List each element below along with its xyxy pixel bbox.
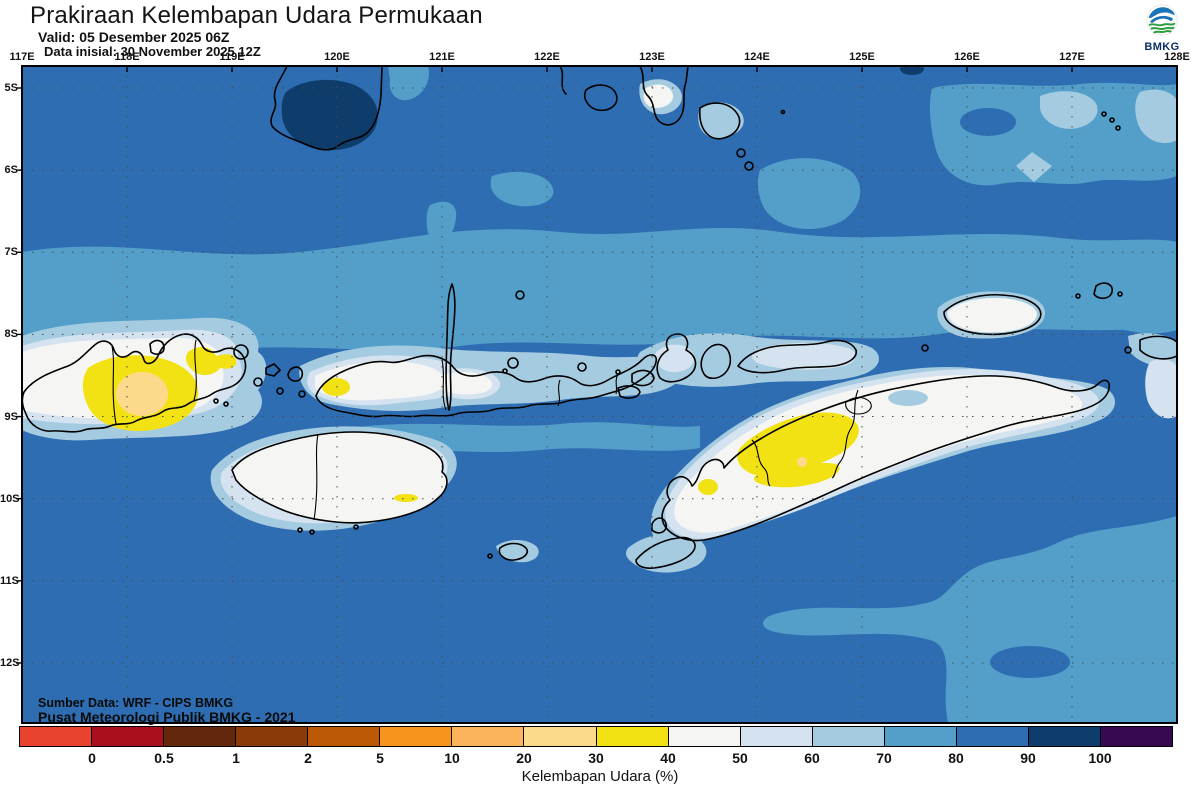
lon-axis-label: 127E: [1059, 51, 1085, 63]
lat-axis-label: 12S: [0, 657, 20, 669]
colorbar-cell: [451, 727, 524, 746]
bmkg-logo-icon: [1146, 4, 1178, 36]
humidity-20-30-layer: [116, 372, 807, 467]
colorbar-tick-label: 0: [88, 750, 96, 766]
lat-axis-label: 11S: [0, 575, 19, 587]
init-time-label: Data inisial: 30 November 2025 12Z: [44, 44, 261, 59]
colorbar-tick-label: 50: [732, 750, 748, 766]
colorbar-tick-label: 60: [804, 750, 820, 766]
colorbar-tick-label: 20: [516, 750, 532, 766]
colorbar-cell: [1099, 727, 1172, 746]
colorbar-tick-label: 70: [876, 750, 892, 766]
colorbar-cell: [20, 727, 92, 746]
lon-axis-label: 124E: [744, 51, 770, 63]
valid-time-label: Valid: 05 Desember 2025 06Z: [38, 29, 230, 45]
colorbar-cell: [811, 727, 884, 746]
lon-axis-label: 126E: [954, 51, 980, 63]
colorbar-cell: [667, 727, 740, 746]
colorbar-cell: [163, 727, 236, 746]
lat-axis-label: 9S: [4, 411, 18, 423]
colorbar-tick-label: 1: [232, 750, 240, 766]
colorbar-cell: [91, 727, 164, 746]
colorbar-tick-label: 40: [660, 750, 676, 766]
lon-axis-label: 119E: [219, 51, 245, 63]
lon-axis-label: 122E: [534, 51, 560, 63]
colorbar-cell: [523, 727, 596, 746]
lon-axis-label: 120E: [324, 51, 350, 63]
colorbar-cell: [1027, 727, 1100, 746]
lat-axis-label: 7S: [4, 246, 18, 258]
colorbar-cell: [379, 727, 452, 746]
colorbar-cell: [739, 727, 812, 746]
colorbar-cell: [307, 727, 380, 746]
lon-axis-label: 125E: [849, 51, 875, 63]
coastlines-layer: [22, 66, 1177, 569]
colorbar-tick-label: 10: [444, 750, 460, 766]
colorbar-tick-label: 2: [304, 750, 312, 766]
humidity-80-90-patches: [960, 108, 1136, 678]
colorbar-tick-label: 30: [588, 750, 604, 766]
lat-axis-label: 6S: [4, 164, 18, 176]
timor-light-patch: [888, 390, 928, 406]
humidity-90-100-layer: [281, 66, 924, 151]
lat-axis-label: 5S: [4, 82, 18, 94]
colorbar-tick-label: 5: [376, 750, 384, 766]
lon-axis-label: 128E: [1164, 51, 1190, 63]
colorbar-cell: [235, 727, 308, 746]
colorbar-cell: [955, 727, 1028, 746]
map-border: [21, 65, 1178, 724]
humidity-70-80-layer: [22, 66, 1177, 723]
lat-axis-label: 10S: [0, 493, 20, 505]
bmkg-logo: BMKG: [1136, 3, 1188, 53]
page-title: Prakiraan Kelembapan Udara Permukaan: [30, 2, 483, 29]
colorbar-caption: Kelembapan Udara (%): [521, 768, 679, 785]
map-source-line: Sumber Data: WRF - CIPS BMKG: [38, 696, 234, 710]
colorbar-tick-label: 0.5: [154, 750, 174, 766]
colorbar-tick-label: 80: [948, 750, 964, 766]
colorbar-cell: [883, 727, 956, 746]
lon-axis-label: 121E: [429, 51, 455, 63]
lat-axis-label: 8S: [4, 328, 18, 340]
colorbar-cell: [595, 727, 668, 746]
lon-axis-label: 117E: [9, 51, 35, 63]
bmkg-logo-label: BMKG: [1144, 41, 1180, 53]
map-credit-line: Pusat Meteorologi Publik BMKG - 2021: [38, 709, 296, 725]
colorbar-tick-labels: 0 0.5 1 2 5 10 20 30 40 50 60 70 80 90 100: [0, 750, 1200, 768]
lat-axis: 5S 6S 7S 8S 9S 10S 11S 12S: [0, 0, 20, 800]
admin-borders-layer: [111, 339, 872, 521]
lon-axis-label: 123E: [639, 51, 665, 63]
lon-axis: 117E 118E 119E 120E 121E 122E 123E 124E 125E 126E…: [0, 51, 1200, 65]
colorbar: [19, 726, 1173, 747]
lon-axis-label: 118E: [114, 51, 140, 63]
colorbar-tick-label: 100: [1088, 750, 1112, 766]
colorbar-tick-label: 90: [1020, 750, 1036, 766]
